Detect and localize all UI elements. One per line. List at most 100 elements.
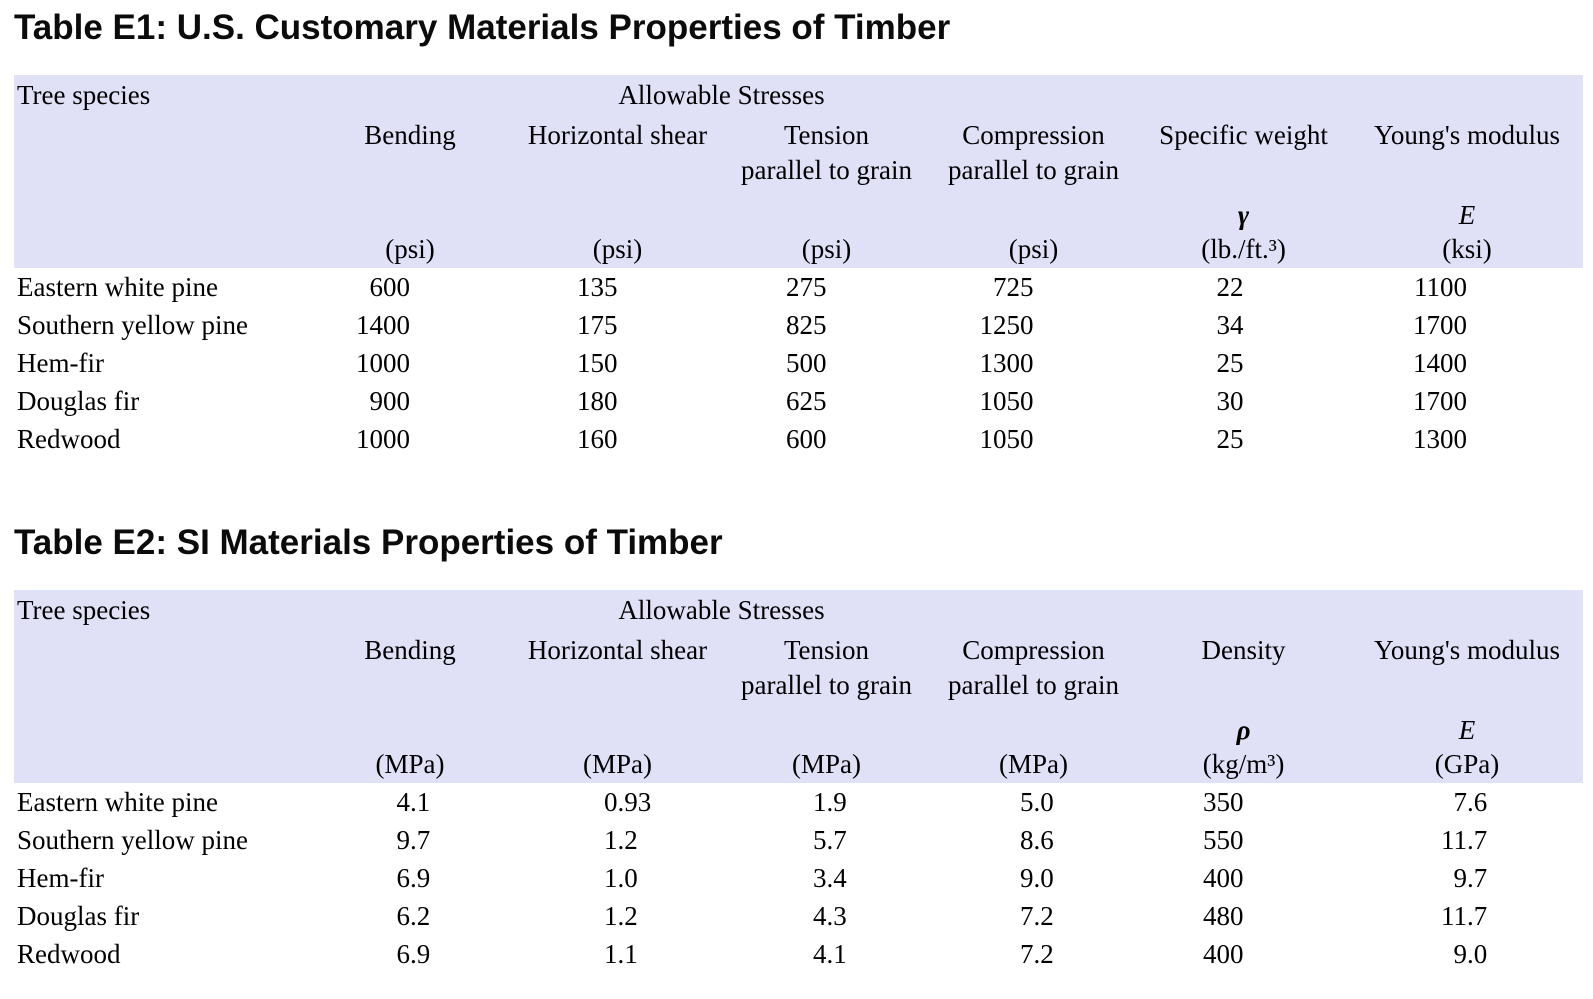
- header-spacer: [14, 670, 307, 708]
- table-row: Douglas fir 900 180 625 1050 30 1700: [14, 382, 1583, 420]
- header-spacer: [307, 155, 513, 193]
- value-cell: 25: [1136, 420, 1351, 458]
- value-cell: 9.0: [931, 859, 1136, 897]
- numeric-value: 825: [786, 309, 827, 340]
- allowable-stresses-header: Allowable Stresses: [307, 590, 1137, 630]
- numeric-value: 1000: [356, 423, 410, 454]
- header-spacer: [513, 155, 722, 193]
- header-row-labels: Bending Horizontal shear Tension Compressio…: [14, 115, 1584, 155]
- numeric-value: 725: [993, 271, 1034, 302]
- value-cell: 1100: [1351, 268, 1583, 306]
- numeric-value: 1.0: [604, 862, 638, 893]
- value-cell: 6.9: [307, 859, 513, 897]
- numeric-value: 6.9: [396, 938, 431, 969]
- numeric-value: 900: [369, 385, 411, 416]
- numeric-value: 1400: [356, 309, 410, 340]
- header-spacer: [14, 746, 307, 783]
- value-cell: 6.9: [307, 935, 513, 973]
- value-cell: 9.0: [1351, 935, 1583, 973]
- value-cell: 275: [722, 268, 931, 306]
- header-spacer: [14, 115, 307, 155]
- column-unit: (kg/m³): [1136, 746, 1352, 783]
- column-unit: (MPa): [513, 746, 722, 783]
- column-unit: (MPa): [931, 746, 1137, 783]
- table-row: Hem-fir 6.9 1.0 3.4 9.0 400 9.7: [14, 859, 1583, 897]
- column-header: Tension: [722, 115, 931, 155]
- column-header: Horizontal shear: [513, 115, 722, 155]
- value-cell: 1050: [931, 420, 1136, 458]
- value-cell: 725: [931, 268, 1136, 306]
- numeric-value: 3.4: [813, 862, 847, 893]
- numeric-value: 4.1: [813, 938, 847, 969]
- header-spacer: [14, 630, 307, 670]
- value-cell: 1300: [1351, 420, 1583, 458]
- value-cell: 400: [1136, 935, 1351, 973]
- header-spacer: [1351, 75, 1584, 115]
- value-cell: 11.7: [1351, 897, 1583, 935]
- numeric-value: 350: [1203, 786, 1244, 817]
- column-symbol: E: [1351, 708, 1584, 746]
- header-row-units: (psi) (psi) (psi) (psi) (lb./ft.³) (ksi): [14, 231, 1584, 268]
- column-header: Bending: [307, 115, 513, 155]
- table-header: Tree species Allowable Stresses Bending Hor…: [14, 75, 1584, 268]
- numeric-value: 7.6: [1453, 786, 1488, 817]
- value-cell: 7.6: [1351, 783, 1583, 821]
- value-cell: 34: [1136, 306, 1351, 344]
- table-header: Tree species Allowable Stresses Bending Hor…: [14, 590, 1584, 783]
- column-header: Compression: [931, 115, 1137, 155]
- table-body: Eastern white pine 4.1 0.93 1.9 5.0 350 7.6 Sou…: [14, 783, 1583, 973]
- header-spacer: [307, 193, 513, 231]
- numeric-value: 25: [1216, 423, 1244, 454]
- value-cell: 1000: [307, 420, 513, 458]
- header-spacer: [307, 670, 513, 708]
- numeric-value: 8.6: [1020, 824, 1054, 855]
- numeric-value: 4.3: [813, 900, 847, 931]
- numeric-value: 400: [1203, 938, 1244, 969]
- value-cell: 0.93: [513, 783, 722, 821]
- column-subheader: parallel to grain: [931, 670, 1137, 708]
- column-subheader: parallel to grain: [722, 155, 931, 193]
- column-unit: (psi): [307, 231, 513, 268]
- table-row: Redwood 6.9 1.1 4.1 7.2 400 9.0: [14, 935, 1583, 973]
- numeric-value: 1000: [356, 347, 410, 378]
- numeric-value: 1700: [1413, 385, 1468, 416]
- table-body: Eastern white pine 600 135 275 725 22 1100 Sout…: [14, 268, 1583, 458]
- header-spacer: [14, 708, 307, 746]
- value-cell: 5.7: [722, 821, 931, 859]
- header-spacer: [1136, 75, 1352, 115]
- numeric-value: 6.9: [396, 862, 431, 893]
- column-symbol: E: [1351, 193, 1584, 231]
- header-spacer: [1136, 155, 1352, 193]
- value-cell: 3.4: [722, 859, 931, 897]
- numeric-value: 5.0: [1020, 786, 1054, 817]
- numeric-value: 6.2: [396, 900, 431, 931]
- table-e1-section: Table E1: U.S. Customary Materials Prope…: [14, 7, 1584, 458]
- column-unit: (psi): [513, 231, 722, 268]
- value-cell: 550: [1136, 821, 1351, 859]
- numeric-value: 625: [786, 385, 827, 416]
- value-cell: 1300: [931, 344, 1136, 382]
- header-row-sublabels: parallel to grain parallel to grain: [14, 670, 1584, 708]
- header-spacer: [931, 193, 1137, 231]
- value-cell: 1.9: [722, 783, 931, 821]
- value-cell: 900: [307, 382, 513, 420]
- numeric-value: 400: [1203, 862, 1244, 893]
- numeric-value: 30: [1216, 385, 1244, 416]
- header-spacer: [1351, 590, 1584, 630]
- header-spacer: [513, 708, 722, 746]
- value-cell: 30: [1136, 382, 1351, 420]
- value-cell: 1400: [307, 306, 513, 344]
- header-spacer: [307, 708, 513, 746]
- value-cell: 22: [1136, 268, 1351, 306]
- value-cell: 1.2: [513, 897, 722, 935]
- numeric-value: 1700: [1413, 309, 1468, 340]
- value-cell: 9.7: [1351, 859, 1583, 897]
- column-header: Young's modulus: [1351, 115, 1584, 155]
- species-cell: Redwood: [17, 938, 121, 969]
- value-cell: 11.7: [1351, 821, 1583, 859]
- numeric-value: 34: [1216, 309, 1244, 340]
- numeric-value: 480: [1203, 900, 1244, 931]
- numeric-value: 180: [577, 385, 618, 416]
